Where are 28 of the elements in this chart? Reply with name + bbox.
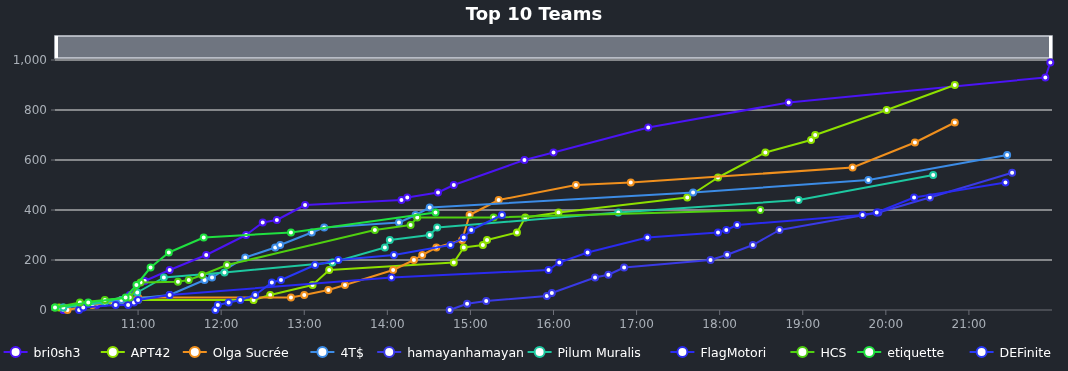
y-tick-label: 400: [24, 203, 47, 217]
legend-label: 4T$: [340, 344, 364, 360]
legend-label: DEFinite: [999, 344, 1052, 360]
y-tick-label: 600: [24, 153, 47, 167]
y-tick-label: 800: [24, 103, 47, 117]
x-tick-label: 20:00: [868, 317, 904, 331]
x-tick-label: 13:00: [286, 317, 322, 331]
legend-label: etiquette: [887, 344, 945, 360]
x-tick-label: 15:00: [453, 317, 488, 331]
x-tick-label: 21:00: [951, 317, 987, 331]
x-tick-label: 19:00: [785, 317, 821, 331]
legend-label: FlagMotori: [700, 344, 767, 360]
x-tick-label: 14:00: [370, 317, 405, 331]
legend-label: Pilum Muralis: [557, 344, 641, 360]
x-tick-label: 12:00: [203, 317, 239, 331]
legend-label: HCS: [820, 344, 847, 360]
y-tick-label: 200: [24, 253, 47, 267]
y-tick-label: 0: [39, 303, 47, 317]
legend-label: hamayanhamayan: [407, 344, 524, 360]
x-tick-label: 11:00: [120, 317, 156, 331]
y-tick-label: 1,000: [12, 53, 47, 67]
legend-label: Olga Sucrée: [212, 344, 289, 360]
x-tick-label: 16:00: [536, 317, 571, 331]
chart-title: Top 10 Teams: [465, 3, 603, 24]
x-tick-label: 17:00: [619, 317, 654, 331]
legend-label: bri0sh3: [33, 344, 81, 360]
legend-label: APT42: [130, 344, 171, 360]
x-tick-label: 18:00: [702, 317, 737, 331]
